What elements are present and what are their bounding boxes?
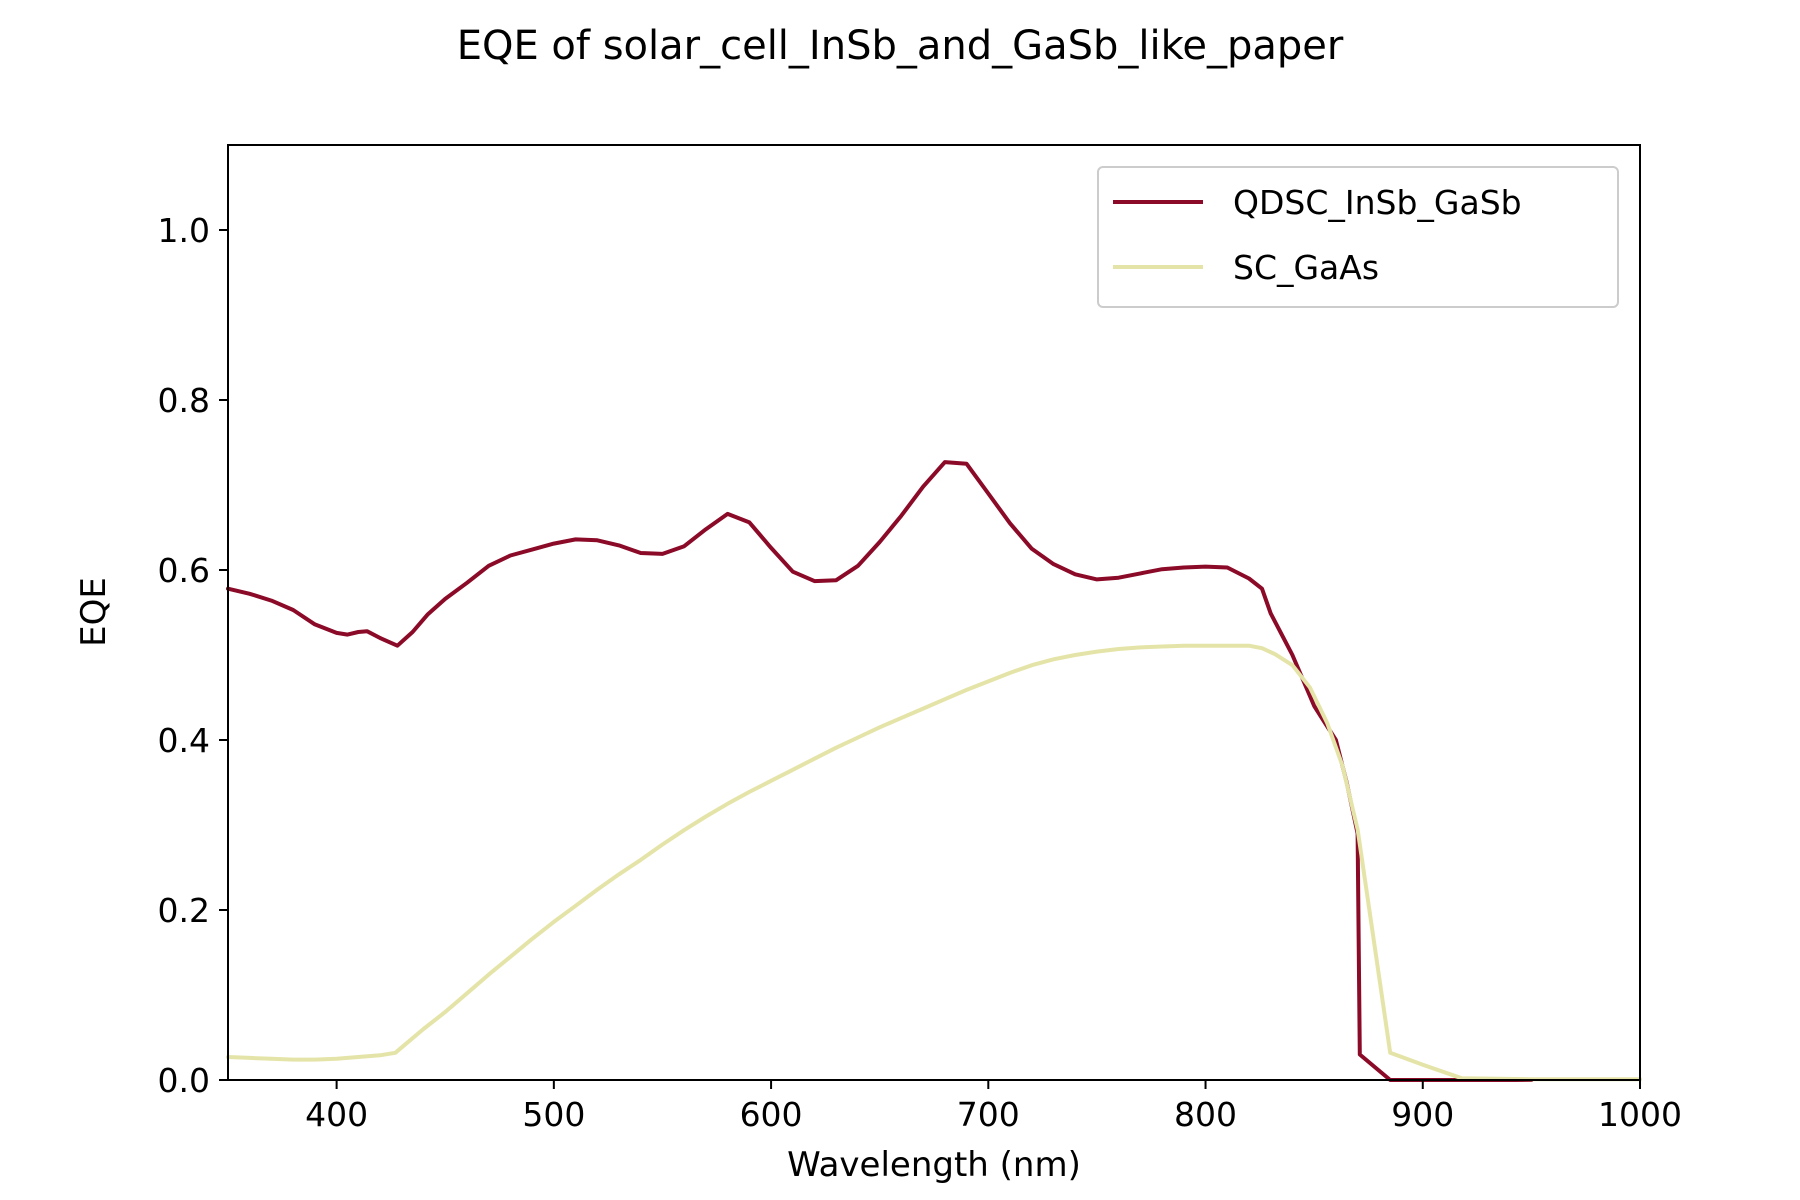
series-line-1 [226,643,1642,1082]
x-tick-label: 900 [1391,1095,1454,1134]
y-tick-label: 0.6 [158,551,210,590]
x-tick-label: 400 [305,1095,368,1134]
series-line-0 [226,460,1534,1082]
x-axis-ticks: 400 500 600 700 800 900 1000 [305,1080,1682,1134]
y-tick-label: 0.0 [158,1061,210,1100]
series-layer [226,460,1642,1082]
x-tick-label: 700 [957,1095,1020,1134]
y-axis-label: EQE [74,577,114,647]
legend-label-qdsc: QDSC_InSb_GaSb [1233,183,1522,222]
y-tick-label: 0.4 [158,721,210,760]
y-axis-ticks: 0.0 0.2 0.4 0.6 0.8 1.0 [158,211,228,1100]
y-tick-label: 0.2 [158,891,210,930]
x-tick-label: 500 [522,1095,585,1134]
x-tick-label: 1000 [1598,1095,1682,1134]
x-tick-label: 600 [740,1095,803,1134]
legend-label-sc-gaas: SC_GaAs [1233,248,1379,287]
y-tick-label: 1.0 [158,211,210,250]
y-tick-label: 0.8 [158,381,210,420]
x-tick-label: 800 [1174,1095,1237,1134]
legend-frame [1097,166,1619,308]
chart-title: EQE of solar_cell_InSb_and_GaSb_like_pap… [456,23,1344,69]
legend: QDSC_InSb_GaSb SC_GaAs [1097,166,1619,308]
plot-frame [227,144,1641,1081]
x-axis-label: Wavelength (nm) [787,1145,1081,1185]
